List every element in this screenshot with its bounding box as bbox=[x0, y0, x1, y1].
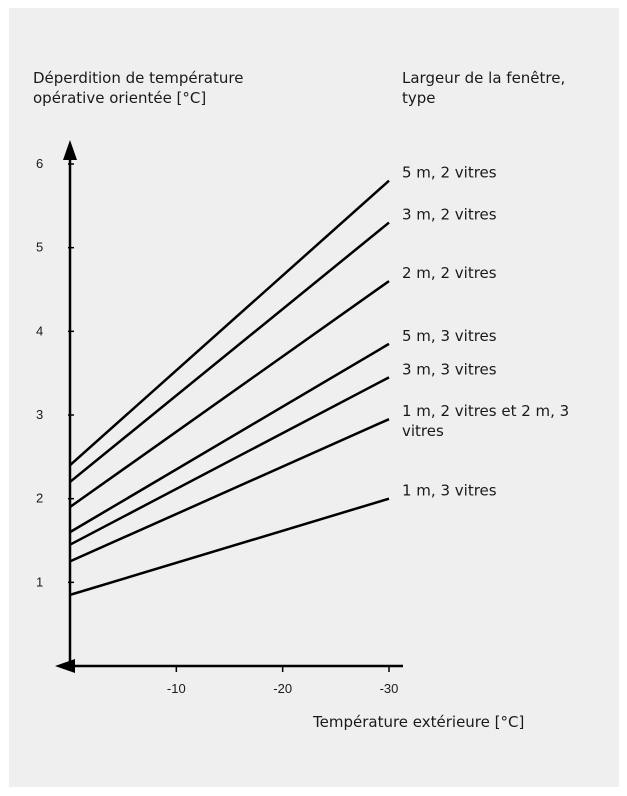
x-tick-label: -20 bbox=[273, 681, 292, 696]
y-tick-label: 6 bbox=[36, 156, 43, 171]
y-tick-label: 3 bbox=[36, 407, 43, 422]
series-line bbox=[69, 179, 390, 467]
y-axis-label: Déperdition de température opérative ori… bbox=[33, 69, 248, 107]
legend-title-line-1: Largeur de la fenêtre, bbox=[402, 69, 565, 87]
series-label-line: 5 m, 3 vitres bbox=[402, 327, 497, 345]
y-tick-label: 1 bbox=[36, 574, 43, 589]
x-axis-label: Température extérieure [°C] bbox=[312, 713, 524, 731]
series-label: 5 m, 3 vitres bbox=[402, 327, 497, 345]
series-line bbox=[69, 497, 390, 597]
series-label-line: 1 m, 3 vitres bbox=[402, 482, 497, 500]
series-lines bbox=[69, 179, 390, 597]
series-label-line: vitres bbox=[402, 422, 444, 440]
y-axis-label-line-2: opérative orientée [°C] bbox=[33, 89, 206, 107]
series-line bbox=[69, 418, 390, 563]
chart-panel bbox=[9, 8, 619, 787]
series-line bbox=[69, 280, 390, 509]
series-label-line: 5 m, 2 vitres bbox=[402, 164, 497, 182]
series-line bbox=[69, 342, 390, 534]
series-label: 2 m, 2 vitres bbox=[402, 264, 497, 282]
legend-title: Largeur de la fenêtre, type bbox=[402, 69, 570, 107]
axis-ticks: -10 -20 -30 1 2 3 4 5 6 bbox=[36, 156, 398, 696]
y-tick-label: 2 bbox=[36, 491, 43, 506]
series-label-line: 3 m, 3 vitres bbox=[402, 360, 497, 378]
y-tick-label: 4 bbox=[36, 323, 43, 338]
legend-title-line-2: type bbox=[402, 89, 436, 107]
series-label: 1 m, 3 vitres bbox=[402, 482, 497, 500]
x-tick-label: -10 bbox=[167, 681, 186, 696]
series-label-line: 2 m, 2 vitres bbox=[402, 264, 497, 282]
x-axis-arrow bbox=[55, 659, 75, 673]
x-tick-label: -30 bbox=[380, 681, 399, 696]
series-label: 5 m, 2 vitres bbox=[402, 164, 497, 182]
series-label-line: 3 m, 2 vitres bbox=[402, 206, 497, 224]
series-label: 3 m, 2 vitres bbox=[402, 206, 497, 224]
y-axis-label-line-1: Déperdition de température bbox=[33, 69, 243, 87]
series-line bbox=[69, 376, 390, 546]
series-line bbox=[69, 221, 390, 483]
series-label-line: 1 m, 2 vitres et 2 m, 3 bbox=[402, 402, 569, 420]
y-tick-label: 5 bbox=[36, 240, 43, 255]
series-label: 1 m, 2 vitres et 2 m, 3 vitres bbox=[402, 402, 569, 440]
y-axis-arrow bbox=[63, 140, 77, 160]
series-labels: 5 m, 2 vitres 3 m, 2 vitres 2 m, 2 vitres 5… bbox=[402, 164, 569, 500]
series-label: 3 m, 3 vitres bbox=[402, 360, 497, 378]
